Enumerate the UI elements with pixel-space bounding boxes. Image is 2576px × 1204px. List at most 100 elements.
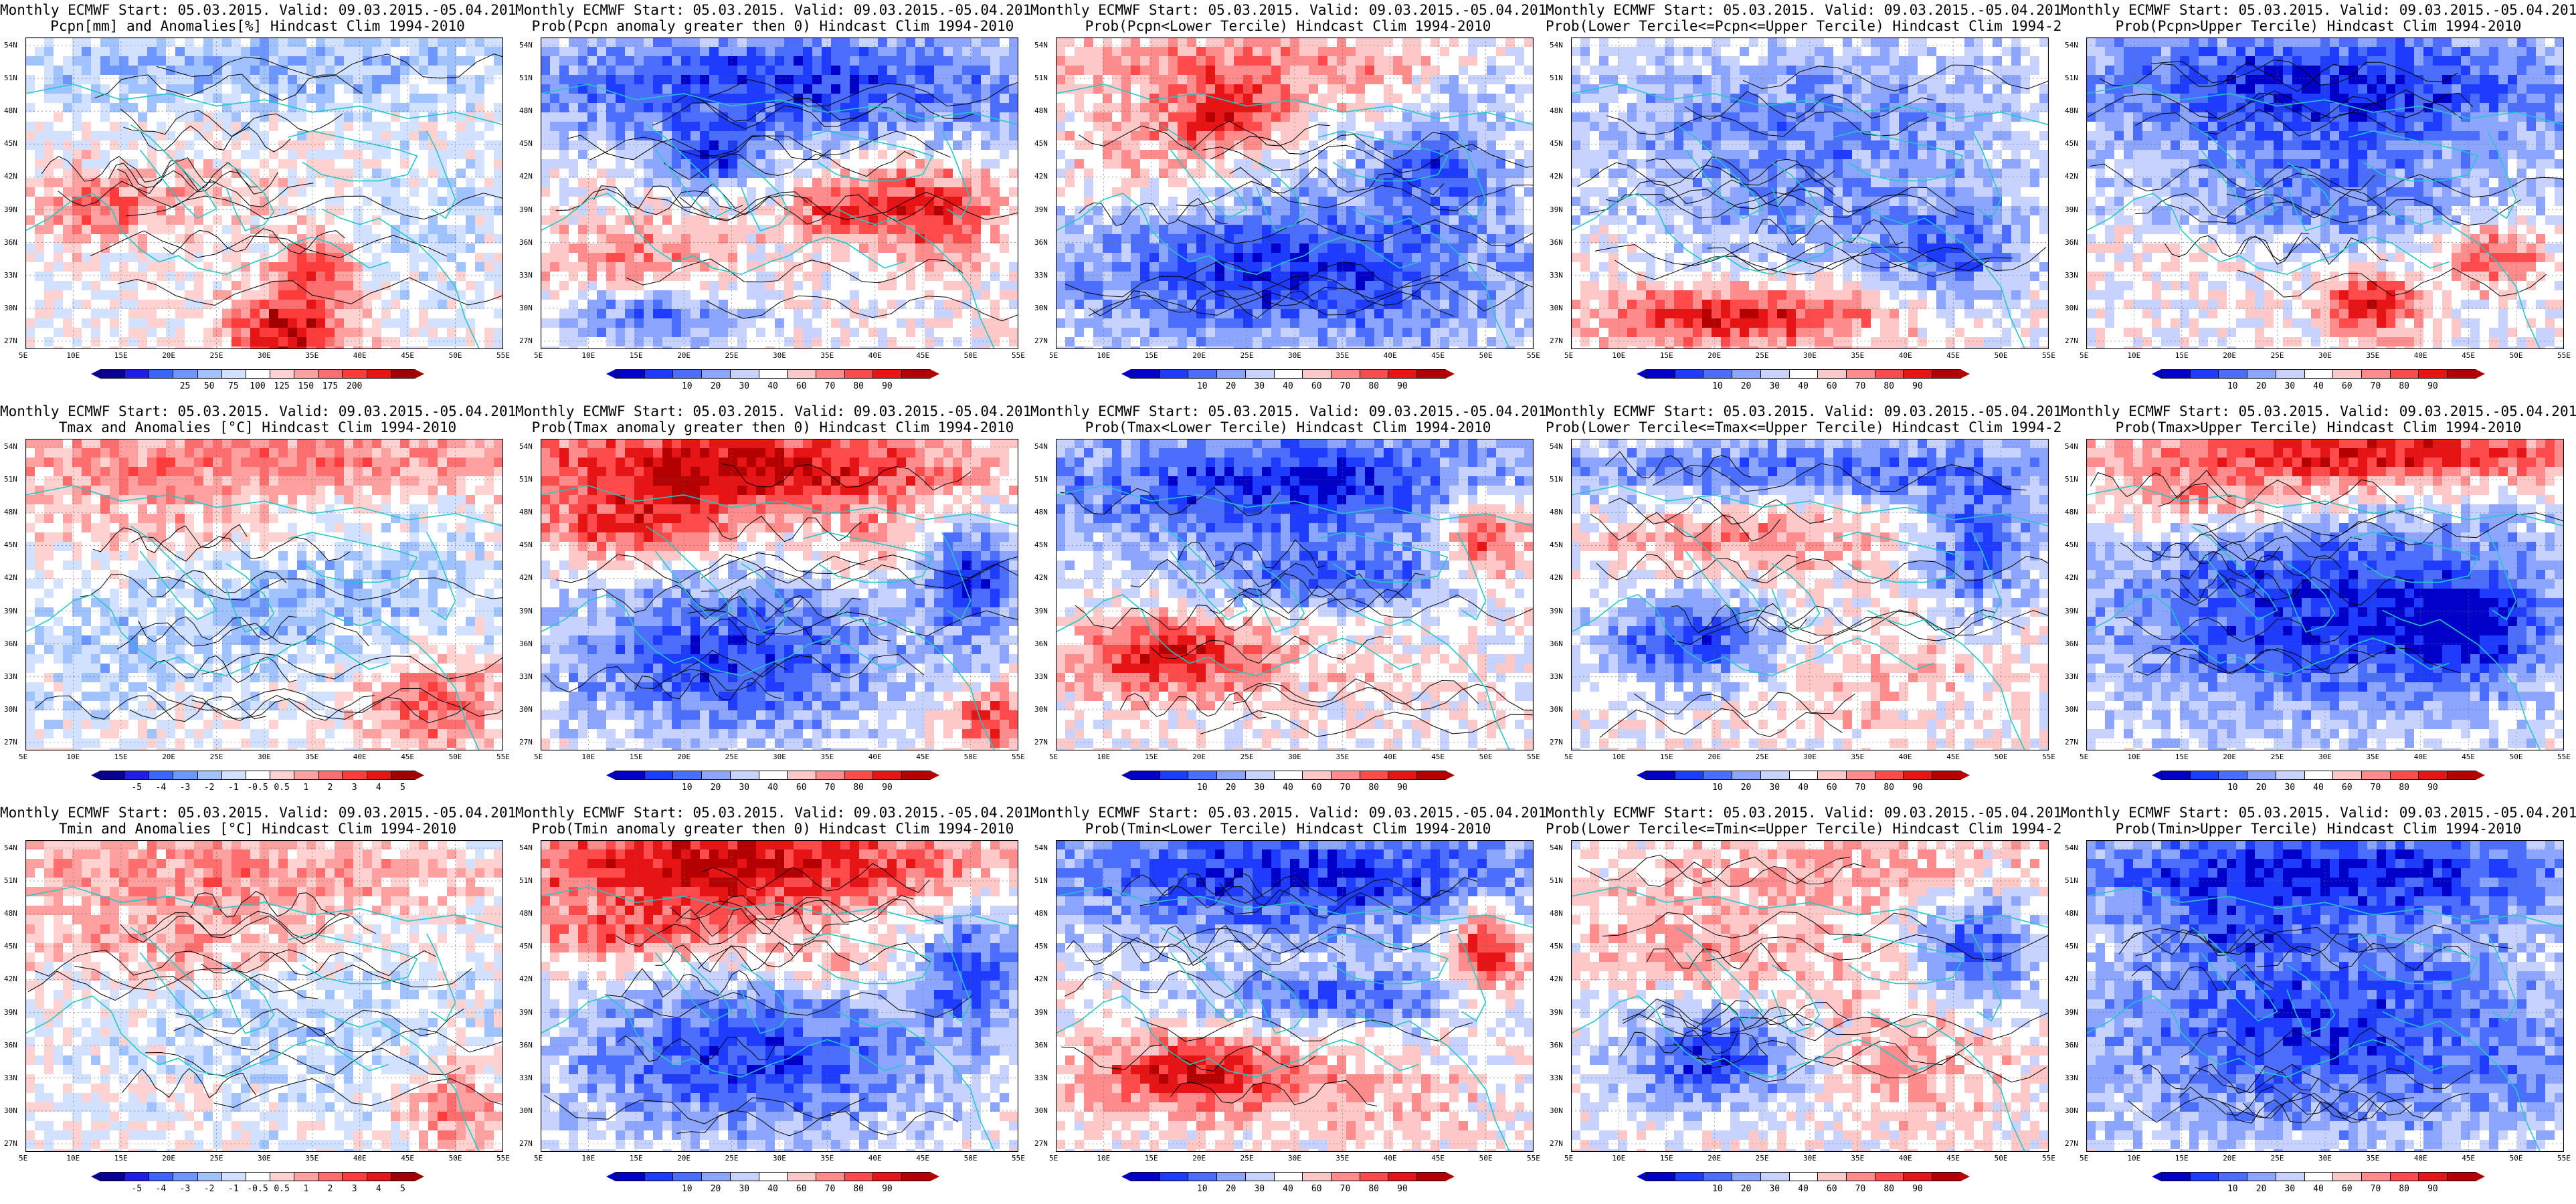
- lat-tick-label: 42N: [1550, 975, 1563, 983]
- lon-tick-label: 35E: [1336, 351, 1349, 360]
- forecast-panel: Monthly ECMWF Start: 05.03.2015. Valid: …: [2061, 0, 2576, 401]
- colorbar-swatch: [787, 369, 817, 379]
- colorbar-swatch: [1216, 1172, 1246, 1181]
- lat-tick-label: 54N: [4, 843, 17, 852]
- colorbar-swatch: [787, 1172, 817, 1181]
- colorbar: 10 20 30 40 60 70 80 90: [606, 771, 939, 799]
- colorbar-label: -4: [156, 1184, 167, 1194]
- colorbar: 10 20 30 40 60 70 80 90: [1637, 1172, 1970, 1200]
- lon-tick-label: 55E: [1012, 752, 1025, 761]
- colorbar-swatch: [2418, 1172, 2448, 1181]
- colorbar-label: 30: [739, 783, 749, 793]
- colorbar-swatch: [173, 1172, 198, 1181]
- lon-tick-label: 5E: [1049, 1154, 1058, 1163]
- lon-tick-label: 5E: [1564, 351, 1573, 360]
- map-grid: [2086, 439, 2564, 750]
- colorbar-label: 60: [1311, 783, 1322, 793]
- lat-tick-label: 51N: [1550, 475, 1563, 484]
- map-grid: [25, 840, 503, 1152]
- colorbar-swatch: [124, 1172, 150, 1181]
- forecast-map: [1571, 840, 2049, 1152]
- colorbar-label: 60: [1827, 1184, 1837, 1194]
- colorbar-label: 80: [2399, 1184, 2409, 1194]
- colorbar: -5 -4 -3 -2 -1 -0.5 0.5 1 2 3 4 5: [91, 1172, 424, 1200]
- lat-tick-label: 30N: [519, 1106, 533, 1115]
- lat-tick-label: 36N: [519, 1041, 533, 1049]
- colorbar-high-arrow: [1445, 369, 1455, 379]
- colorbar-label: 90: [882, 1184, 893, 1194]
- colorbar-label: -5: [131, 1184, 142, 1194]
- lon-tick-label: 40E: [1384, 752, 1397, 761]
- colorbar-label: 40: [1798, 381, 1809, 391]
- lat-tick-label: 39N: [4, 1008, 17, 1017]
- lon-tick-label: 5E: [534, 752, 543, 761]
- colorbar-swatch: [1331, 369, 1360, 379]
- colorbar-label: 40: [1798, 1184, 1809, 1194]
- lat-tick-label: 30N: [1550, 705, 1563, 714]
- lat-tick-label: 48N: [1550, 106, 1563, 115]
- lat-tick-label: 36N: [4, 238, 17, 247]
- colorbar-swatch: [2218, 369, 2248, 379]
- lon-tick-label: 45E: [401, 351, 414, 360]
- colorbar-label: 10: [2227, 783, 2238, 793]
- colorbar-label: 10: [1712, 783, 1723, 793]
- lon-tick-label: 35E: [1851, 351, 1864, 360]
- map-frame: [2086, 37, 2564, 349]
- panel-title-line1: Monthly ECMWF Start: 05.03.2015. Valid: …: [1546, 1, 2061, 19]
- colorbar-swatch: [2447, 369, 2476, 379]
- colorbar-swatch: [1732, 369, 1761, 379]
- forecast-map: [541, 37, 1018, 349]
- colorbar-swatch: [1760, 1172, 1790, 1181]
- lat-tick-label: 42N: [1034, 975, 1048, 983]
- lon-tick-label: 25E: [210, 1154, 223, 1163]
- lat-tick-label: 33N: [2065, 1074, 2078, 1082]
- colorbar-swatch: [1760, 369, 1790, 379]
- contour-lines: [1577, 64, 2049, 280]
- map-frame: [2086, 439, 2564, 750]
- colorbar-label: 3: [352, 1184, 357, 1194]
- colorbar-swatch: [2389, 369, 2419, 379]
- lon-tick-label: 50E: [964, 752, 978, 761]
- forecast-map: [1056, 439, 1534, 750]
- lat-tick-label: 36N: [4, 639, 17, 648]
- coastlines: [2086, 485, 2564, 750]
- colorbar-swatch: [1388, 369, 1418, 379]
- colorbar-swatch: [2161, 771, 2191, 780]
- lon-tick-label: 25E: [725, 752, 739, 761]
- colorbar-swatch: [294, 771, 319, 780]
- lat-tick-label: 48N: [519, 508, 533, 516]
- lat-tick-label: 48N: [1550, 909, 1563, 918]
- lat-tick-label: 27N: [1034, 1139, 1048, 1148]
- colorbar-swatch: [1359, 369, 1389, 379]
- lon-tick-label: 30E: [1288, 752, 1301, 761]
- lat-tick-label: 33N: [1550, 1074, 1563, 1082]
- lon-tick-label: 30E: [1288, 1154, 1301, 1163]
- colorbar-swatch: [2304, 369, 2334, 379]
- forecast-panel: Monthly ECMWF Start: 05.03.2015. Valid: …: [1030, 401, 1546, 803]
- lat-tick-label: 36N: [1550, 1041, 1563, 1049]
- colorbar-label: -4: [156, 783, 167, 793]
- lon-tick-label: 20E: [1708, 752, 1721, 761]
- lat-tick-label: 30N: [2065, 1106, 2078, 1115]
- colorbar-low-arrow: [2152, 1172, 2161, 1181]
- lat-tick-label: 45N: [519, 139, 533, 148]
- colorbar-label: 90: [1912, 783, 1923, 793]
- lon-tick-label: 20E: [162, 752, 175, 761]
- lat-tick-label: 48N: [4, 106, 17, 115]
- colorbar-swatch: [173, 369, 198, 379]
- colorbar-swatch: [1216, 771, 1246, 780]
- lat-tick-label: 27N: [519, 738, 533, 746]
- colorbar-swatch: [1388, 1172, 1418, 1181]
- lon-tick-label: 15E: [114, 752, 128, 761]
- lat-tick-label: 45N: [2065, 139, 2078, 148]
- lon-tick-label: 55E: [496, 351, 510, 360]
- lat-tick-label: 33N: [519, 271, 533, 280]
- colorbar-label: 10: [682, 381, 693, 391]
- lon-tick-label: 25E: [2271, 752, 2284, 761]
- colorbar-swatch: [318, 771, 343, 780]
- lon-tick-label: 50E: [1995, 351, 2008, 360]
- colorbar-swatch: [616, 369, 645, 379]
- lat-tick-label: 48N: [1034, 909, 1048, 918]
- lon-tick-label: 35E: [820, 351, 834, 360]
- colorbar-swatch: [366, 1172, 391, 1181]
